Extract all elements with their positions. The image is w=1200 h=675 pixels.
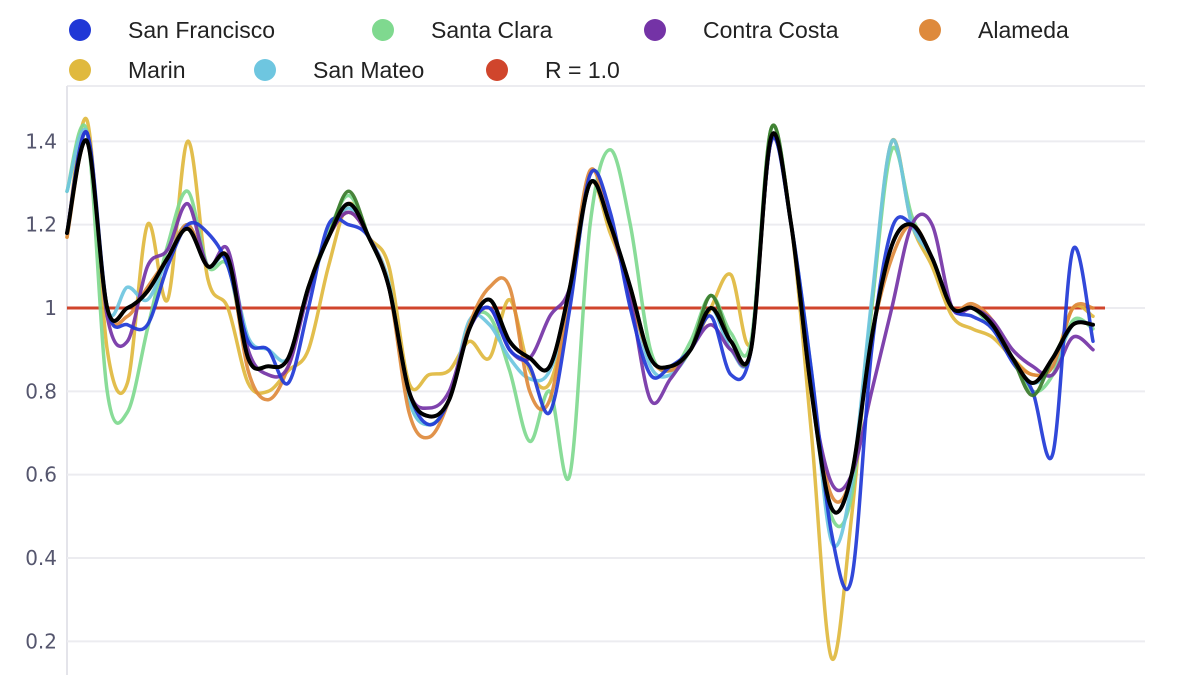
series-line-marin <box>65 116 1095 662</box>
series-line-alameda <box>65 135 1095 504</box>
legend-label: San Mateo <box>313 57 424 83</box>
series-line-overall-7 <box>65 131 1095 515</box>
legend-label: Contra Costa <box>703 17 839 43</box>
legend-label: San Francisco <box>128 17 275 43</box>
legend-label: Alameda <box>978 17 1069 43</box>
y-tick-label: 0.8 <box>25 379 57 403</box>
legend-item: San Mateo <box>254 57 424 83</box>
legend-swatch-icon <box>372 19 394 41</box>
series-line-contra-costa <box>65 129 1095 493</box>
y-tick-label: 1.2 <box>25 213 57 237</box>
series-line-overall-6 <box>65 123 1095 515</box>
grid <box>66 85 1145 675</box>
legend-swatch-icon <box>254 59 276 81</box>
legend-swatch-icon <box>69 19 91 41</box>
series-lines <box>65 116 1105 662</box>
legend-item: Contra Costa <box>644 17 839 43</box>
legend-swatch-icon <box>486 59 508 81</box>
y-tick-label: 1.4 <box>25 129 57 153</box>
legend-item: Santa Clara <box>372 17 553 43</box>
y-tick-label: 0.2 <box>25 629 57 653</box>
y-tick-label: 0.4 <box>25 546 57 570</box>
legend-label: R = 1.0 <box>545 57 620 83</box>
legend-item: R = 1.0 <box>486 57 620 83</box>
y-tick-label: 1 <box>44 296 57 320</box>
legend-item: Alameda <box>919 17 1069 43</box>
legend-label: Marin <box>128 57 186 83</box>
y-axis-ticks: 0.2 0.4 0.6 0.8 1 1.2 1.4 <box>25 129 57 653</box>
legend-item: San Francisco <box>69 17 275 43</box>
series-line-santa-clara <box>65 123 1095 529</box>
legend-swatch-icon <box>644 19 666 41</box>
legend: San Francisco Santa Clara Contra Costa Alam… <box>69 17 1069 83</box>
legend-item: Marin <box>69 57 186 83</box>
legend-swatch-icon <box>69 59 91 81</box>
legend-label: Santa Clara <box>431 17 553 43</box>
legend-swatch-icon <box>919 19 941 41</box>
y-tick-label: 0.6 <box>25 463 57 487</box>
